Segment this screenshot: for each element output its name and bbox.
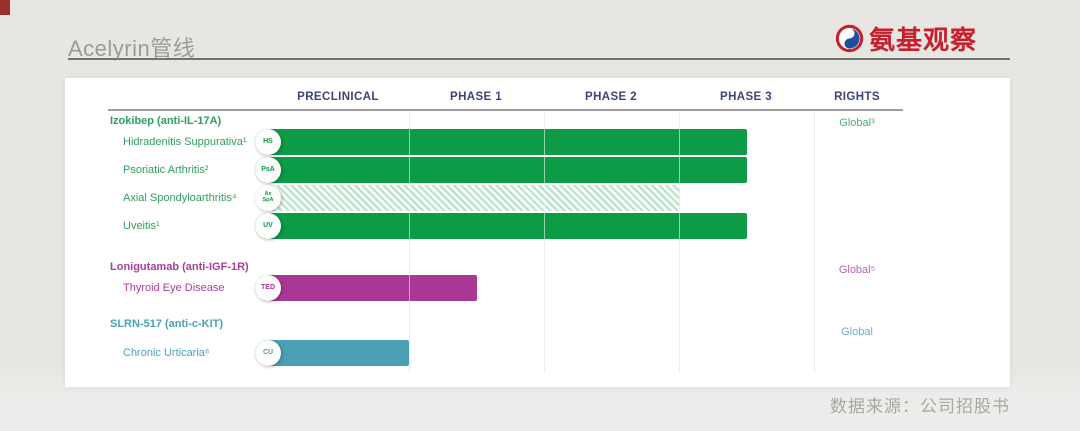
indication-label: Hidradenitis Suppurativa¹ <box>123 136 247 148</box>
pipeline-card: PRECLINICAL PHASE 1 PHASE 2 PHASE 3 RIGHTS Iz… <box>65 78 1010 387</box>
indication-badge: TED <box>255 275 281 301</box>
column-header: PHASE 2 <box>584 91 638 103</box>
column-header: PRECLINICAL <box>297 91 379 103</box>
indication-label: Uveitis¹ <box>123 220 160 232</box>
logo: 氨基观察 <box>835 20 977 57</box>
gridline-overlay <box>679 111 680 373</box>
column-header: PHASE 1 <box>449 91 503 103</box>
indication-badge: UV <box>255 213 281 239</box>
indication-badge: Ax SpA <box>255 185 281 211</box>
corner-accent-mark <box>0 0 10 15</box>
group-label: SLRN-517 (anti-c-KIT) <box>110 318 224 330</box>
indication-badge: CU <box>255 340 281 366</box>
group-label: Izokibep (anti-IL-17A) <box>110 115 222 127</box>
group-label: Lonigutamab (anti-IGF-1R) <box>110 261 249 273</box>
rights-label: Global⁵ <box>838 264 876 276</box>
header-rule <box>108 109 903 111</box>
pipeline-bar <box>255 129 747 155</box>
logo-swirl-icon <box>835 24 864 53</box>
indication-badge: HS <box>255 129 281 155</box>
indication-label: Axial Spondyloarthritis⁴ <box>123 192 237 204</box>
pipeline-bar <box>255 213 747 239</box>
pipeline-bar <box>255 157 747 183</box>
indication-label: Psoriatic Arthritis² <box>123 164 209 176</box>
indication-label: Thyroid Eye Disease <box>123 282 225 294</box>
indication-badge: PsA <box>255 157 281 183</box>
source-note: 数据来源：公司招股书 <box>830 397 1010 416</box>
title-underline <box>68 58 1010 60</box>
pipeline-bar <box>255 275 477 301</box>
indication-label: Chronic Urticaria⁶ <box>123 347 210 359</box>
logo-text: 氨基观察 <box>869 25 978 55</box>
column-header: PHASE 3 <box>719 91 773 103</box>
page-title: Acelyrin管线 <box>68 36 196 61</box>
rights-label: Global³ <box>839 117 875 129</box>
gridline-overlay <box>544 111 545 373</box>
rights-label: Global <box>841 326 873 338</box>
gridline-overlay <box>409 111 410 373</box>
gridline-overlay <box>814 111 815 373</box>
pipeline-bar <box>255 185 679 211</box>
column-header: RIGHTS <box>834 91 880 103</box>
